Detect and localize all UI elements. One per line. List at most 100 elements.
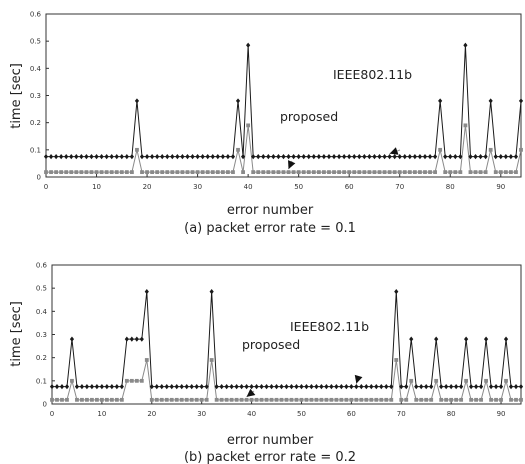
data-point-ieee802-11b xyxy=(149,384,154,390)
data-point-ieee802-11b xyxy=(69,154,74,160)
data-point-proposed xyxy=(274,397,279,402)
data-point-ieee802-11b xyxy=(321,154,327,160)
data-point-proposed xyxy=(284,397,289,402)
data-point-ieee802-11b xyxy=(449,384,454,390)
data-point-ieee802-11b xyxy=(429,384,434,390)
data-point-proposed xyxy=(209,358,214,362)
data-point-proposed xyxy=(429,397,434,402)
series-line-proposed xyxy=(46,125,522,173)
annotation-arrowhead-ieee802-11b xyxy=(389,147,399,155)
data-point-proposed xyxy=(219,397,224,402)
data-point-ieee802-11b xyxy=(235,98,241,104)
data-point-ieee802-11b xyxy=(54,154,59,160)
data-point-proposed xyxy=(357,170,362,175)
data-point-proposed xyxy=(327,170,331,175)
data-point-ieee802-11b xyxy=(169,384,174,390)
data-point-proposed xyxy=(49,170,53,175)
data-point-proposed xyxy=(150,170,155,175)
chart-b: 0 0.1 0.2 0.3 0.4 0.5 0.6 0 10 20 30 40 50 60 70 80 90 IE… xyxy=(0,252,525,464)
data-point-ieee802-11b xyxy=(493,384,499,390)
data-point-proposed xyxy=(271,170,276,175)
data-point-proposed xyxy=(65,397,69,402)
data-point-proposed xyxy=(483,170,488,175)
y-tick-label: 0.2 xyxy=(30,119,41,127)
data-point-ieee802-11b xyxy=(448,154,453,160)
y-axis-label: time [sec] xyxy=(9,63,24,129)
data-point-proposed xyxy=(54,170,59,175)
data-point-ieee802-11b xyxy=(225,154,230,160)
data-point-proposed xyxy=(389,397,394,402)
data-point-ieee802-11b xyxy=(326,154,332,160)
data-point-ieee802-11b xyxy=(109,384,114,390)
data-point-ieee802-11b xyxy=(439,384,444,390)
data-point-proposed xyxy=(164,397,169,402)
data-point-proposed xyxy=(448,170,453,175)
data-point-proposed xyxy=(316,170,321,175)
x-tick-label: 90 xyxy=(497,410,506,418)
y-tick-label: 0.4 xyxy=(30,65,42,73)
data-point-proposed xyxy=(229,397,234,402)
data-point-ieee802-11b xyxy=(124,336,129,342)
data-point-proposed xyxy=(195,170,200,175)
annotation-arrowhead-proposed xyxy=(288,160,296,170)
data-point-proposed xyxy=(281,170,286,175)
data-point-ieee802-11b xyxy=(459,384,464,390)
data-point-proposed xyxy=(241,170,245,175)
data-point-ieee802-11b xyxy=(190,154,195,160)
data-point-ieee802-11b xyxy=(284,384,289,390)
data-point-ieee802-11b xyxy=(493,154,498,160)
data-point-proposed xyxy=(454,397,459,402)
data-point-ieee802-11b xyxy=(204,384,209,390)
data-point-ieee802-11b xyxy=(444,384,449,390)
data-point-ieee802-11b xyxy=(392,154,397,160)
data-point-ieee802-11b xyxy=(229,384,234,390)
x-tick-label: 10 xyxy=(92,183,101,191)
data-point-ieee802-11b xyxy=(119,384,124,390)
data-point-ieee802-11b xyxy=(397,154,402,160)
data-point-ieee802-11b xyxy=(409,336,414,342)
data-point-ieee802-11b xyxy=(362,154,367,160)
data-point-proposed xyxy=(488,147,493,152)
data-point-ieee802-11b xyxy=(244,384,249,390)
data-point-proposed xyxy=(124,170,129,175)
data-point-ieee802-11b xyxy=(209,289,214,295)
data-point-proposed xyxy=(89,170,94,175)
data-point-ieee802-11b xyxy=(319,384,324,390)
data-point-ieee802-11b xyxy=(195,154,200,160)
data-point-proposed xyxy=(369,397,374,402)
data-point-proposed xyxy=(190,170,195,175)
data-point-proposed xyxy=(70,378,74,383)
data-point-ieee802-11b xyxy=(84,384,90,390)
data-point-proposed xyxy=(354,397,359,402)
data-point-ieee802-11b xyxy=(289,384,294,390)
data-point-ieee802-11b xyxy=(474,384,479,390)
data-point-ieee802-11b xyxy=(261,154,266,160)
data-point-proposed xyxy=(419,397,424,402)
x-tick-label: 10 xyxy=(97,410,106,418)
data-point-ieee802-11b xyxy=(359,384,364,390)
data-point-proposed xyxy=(438,147,443,152)
data-point-proposed xyxy=(179,397,184,402)
data-point-ieee802-11b xyxy=(79,154,84,160)
data-point-ieee802-11b xyxy=(220,154,225,160)
x-tick-label: 80 xyxy=(446,183,455,191)
data-point-proposed xyxy=(509,397,513,402)
data-point-proposed xyxy=(384,397,389,402)
data-point-proposed xyxy=(306,170,311,175)
data-point-ieee802-11b xyxy=(424,384,429,390)
data-point-proposed xyxy=(394,358,399,362)
annotation-label-proposed: proposed xyxy=(280,109,338,124)
plot-frame xyxy=(45,13,522,178)
data-point-ieee802-11b xyxy=(49,384,55,390)
data-point-proposed xyxy=(402,170,407,175)
data-point-ieee802-11b xyxy=(463,42,468,48)
x-tick-label: 50 xyxy=(294,183,303,191)
data-point-ieee802-11b xyxy=(99,154,104,160)
x-tick-label: 50 xyxy=(297,410,306,418)
data-point-proposed xyxy=(503,170,508,175)
data-point-ieee802-11b xyxy=(377,154,382,160)
data-point-proposed xyxy=(90,397,94,402)
data-point-proposed xyxy=(175,170,180,175)
data-point-ieee802-11b xyxy=(279,384,284,390)
data-point-proposed xyxy=(291,170,296,175)
